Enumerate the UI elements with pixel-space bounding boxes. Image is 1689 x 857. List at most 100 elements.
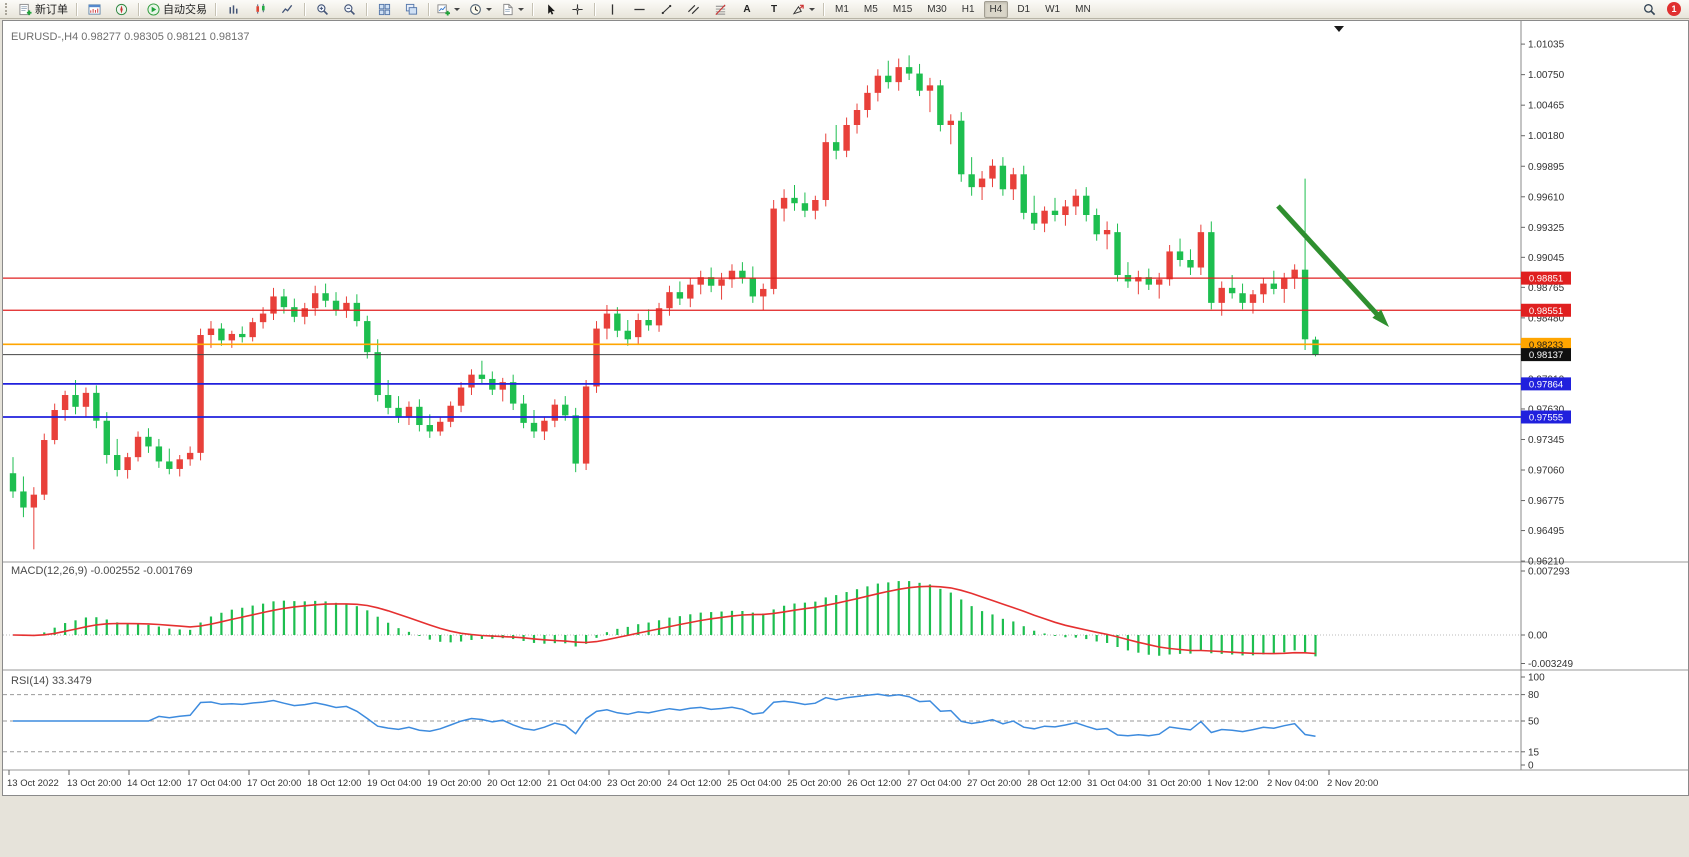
- trendline-button[interactable]: [653, 0, 679, 18]
- zoom-in-button[interactable]: [309, 0, 335, 18]
- svg-text:25 Oct 04:00: 25 Oct 04:00: [727, 778, 781, 789]
- search-button[interactable]: [1636, 0, 1662, 18]
- fibonacci-button[interactable]: [707, 0, 733, 18]
- svg-text:27 Oct 04:00: 27 Oct 04:00: [907, 778, 961, 789]
- chart-shift-marker-icon[interactable]: [1334, 26, 1344, 32]
- svg-text:26 Oct 12:00: 26 Oct 12:00: [847, 778, 901, 789]
- svg-text:19 Oct 20:00: 19 Oct 20:00: [427, 778, 481, 789]
- svg-text:100: 100: [1528, 673, 1545, 684]
- price-badge: 0.97555: [1521, 410, 1571, 424]
- svg-text:17 Oct 04:00: 17 Oct 04:00: [187, 778, 241, 789]
- market-watch-icon: [87, 3, 101, 16]
- svg-text:-0.003249: -0.003249: [1528, 659, 1573, 670]
- trend-arrow-annotation[interactable]: [1276, 204, 1389, 327]
- price-badge: 0.98851: [1521, 271, 1571, 285]
- svg-text:0.97864: 0.97864: [1529, 379, 1563, 390]
- dropdown-arrow-icon: [518, 7, 524, 11]
- arrows-tool-button[interactable]: [788, 0, 819, 18]
- svg-text:21 Oct 04:00: 21 Oct 04:00: [547, 778, 601, 789]
- svg-text:0.98233: 0.98233: [1529, 340, 1563, 351]
- candles-layer[interactable]: [9, 55, 1319, 550]
- templates-button[interactable]: [497, 0, 528, 18]
- text-tool-button-glyph: A: [743, 3, 751, 15]
- horizontal-line-button[interactable]: [626, 0, 652, 18]
- toolbar-grip-icon: [5, 3, 10, 15]
- template-icon: [501, 3, 514, 16]
- macd-signal-line: [12, 585, 1316, 655]
- svg-text:24 Oct 12:00: 24 Oct 12:00: [667, 778, 721, 789]
- cursor-button[interactable]: [537, 0, 563, 18]
- hline-icon: [633, 3, 646, 16]
- toolbar-separator: [366, 2, 367, 16]
- level-lines[interactable]: [3, 277, 1521, 418]
- toolbar-separator: [215, 2, 216, 16]
- status-strip: [0, 796, 1689, 857]
- svg-text:0.99045: 0.99045: [1528, 253, 1565, 264]
- toolbar-separator: [823, 2, 824, 16]
- market-watch-button[interactable]: [81, 0, 107, 18]
- svg-text:0.99610: 0.99610: [1528, 192, 1565, 203]
- svg-text:14 Oct 12:00: 14 Oct 12:00: [127, 778, 181, 789]
- vline-icon: [606, 3, 619, 16]
- crosshair-icon: [571, 3, 584, 16]
- timeframe-button-mn[interactable]: MN: [1075, 3, 1091, 15]
- time-axis[interactable]: 13 Oct 2022 13 Oct 20:00 14 Oct 12:00 17 Oc…: [7, 770, 1378, 789]
- svg-text:31 Oct 20:00: 31 Oct 20:00: [1147, 778, 1201, 789]
- dropdown-arrow-icon: [486, 7, 492, 11]
- price-axis[interactable]: 1.01035 1.00750 1.00465 1.00180 0.99895 0.996…: [1521, 40, 1565, 568]
- timeframe-button-h4[interactable]: H4: [983, 0, 1009, 18]
- svg-text:13 Oct 2022: 13 Oct 2022: [7, 778, 59, 789]
- timeframe-button-m30[interactable]: M30: [927, 3, 947, 15]
- timeframe-button-m1[interactable]: M1: [835, 3, 849, 15]
- autotrading-icon: [147, 2, 160, 16]
- candlestick-chart-button[interactable]: [247, 0, 273, 18]
- toolbar-separator: [138, 2, 139, 16]
- svg-text:25 Oct 20:00: 25 Oct 20:00: [787, 778, 841, 789]
- notification-badge[interactable]: 1: [1667, 2, 1681, 16]
- timeframe-button-m5[interactable]: M5: [863, 3, 878, 15]
- new-order-button[interactable]: 新订单: [15, 0, 72, 18]
- search-icon: [1643, 3, 1656, 16]
- navigator-icon: [115, 3, 128, 16]
- bar-chart-button[interactable]: [220, 0, 246, 18]
- arrange-icon: [405, 3, 418, 16]
- crosshair-button[interactable]: [564, 0, 590, 18]
- timeframe-button-m15[interactable]: M15: [892, 3, 913, 15]
- svg-text:0.00: 0.00: [1528, 631, 1548, 642]
- vertical-line-button[interactable]: [599, 0, 625, 18]
- text-label-button[interactable]: T: [761, 0, 787, 18]
- autotrading-button[interactable]: 自动交易: [143, 0, 211, 18]
- timeframe-button-w1[interactable]: W1: [1045, 3, 1061, 15]
- clock-icon: [469, 3, 482, 16]
- zoom-out-button[interactable]: [336, 0, 362, 18]
- text-label-button-glyph: T: [770, 3, 778, 15]
- channel-icon: [687, 3, 700, 16]
- text-tool-button[interactable]: A: [734, 0, 760, 18]
- svg-text:0.98851: 0.98851: [1529, 274, 1563, 285]
- dropdown-arrow-icon: [454, 7, 460, 11]
- cascade-windows-button[interactable]: [398, 0, 424, 18]
- svg-text:50: 50: [1528, 717, 1540, 728]
- svg-text:28 Oct 12:00: 28 Oct 12:00: [1027, 778, 1081, 789]
- svg-text:0.007293: 0.007293: [1528, 567, 1570, 578]
- svg-text:0.98551: 0.98551: [1529, 306, 1563, 317]
- price-badge: 0.97864: [1521, 377, 1571, 391]
- plus-chart-icon: [437, 3, 450, 16]
- trendline-icon: [660, 3, 673, 16]
- svg-text:1.01035: 1.01035: [1528, 40, 1565, 51]
- channel-button[interactable]: [680, 0, 706, 18]
- timeframe-button-h1[interactable]: H1: [961, 3, 975, 15]
- svg-text:0.96775: 0.96775: [1528, 496, 1565, 507]
- navigator-button[interactable]: [108, 0, 134, 18]
- timeframe-button-d1[interactable]: D1: [1017, 3, 1031, 15]
- chart-canvas[interactable]: 1.01035 1.00750 1.00465 1.00180 0.99895 0.996…: [3, 21, 1688, 795]
- line-chart-button[interactable]: [274, 0, 300, 18]
- periods-button[interactable]: [465, 0, 496, 18]
- svg-text:18 Oct 12:00: 18 Oct 12:00: [307, 778, 361, 789]
- dropdown-arrow-icon: [809, 7, 815, 11]
- svg-text:1.00465: 1.00465: [1528, 101, 1565, 112]
- svg-text:0.98765: 0.98765: [1528, 283, 1565, 294]
- rsi-line: [13, 693, 1316, 738]
- new-chart-button[interactable]: [433, 0, 464, 18]
- tile-windows-button[interactable]: [371, 0, 397, 18]
